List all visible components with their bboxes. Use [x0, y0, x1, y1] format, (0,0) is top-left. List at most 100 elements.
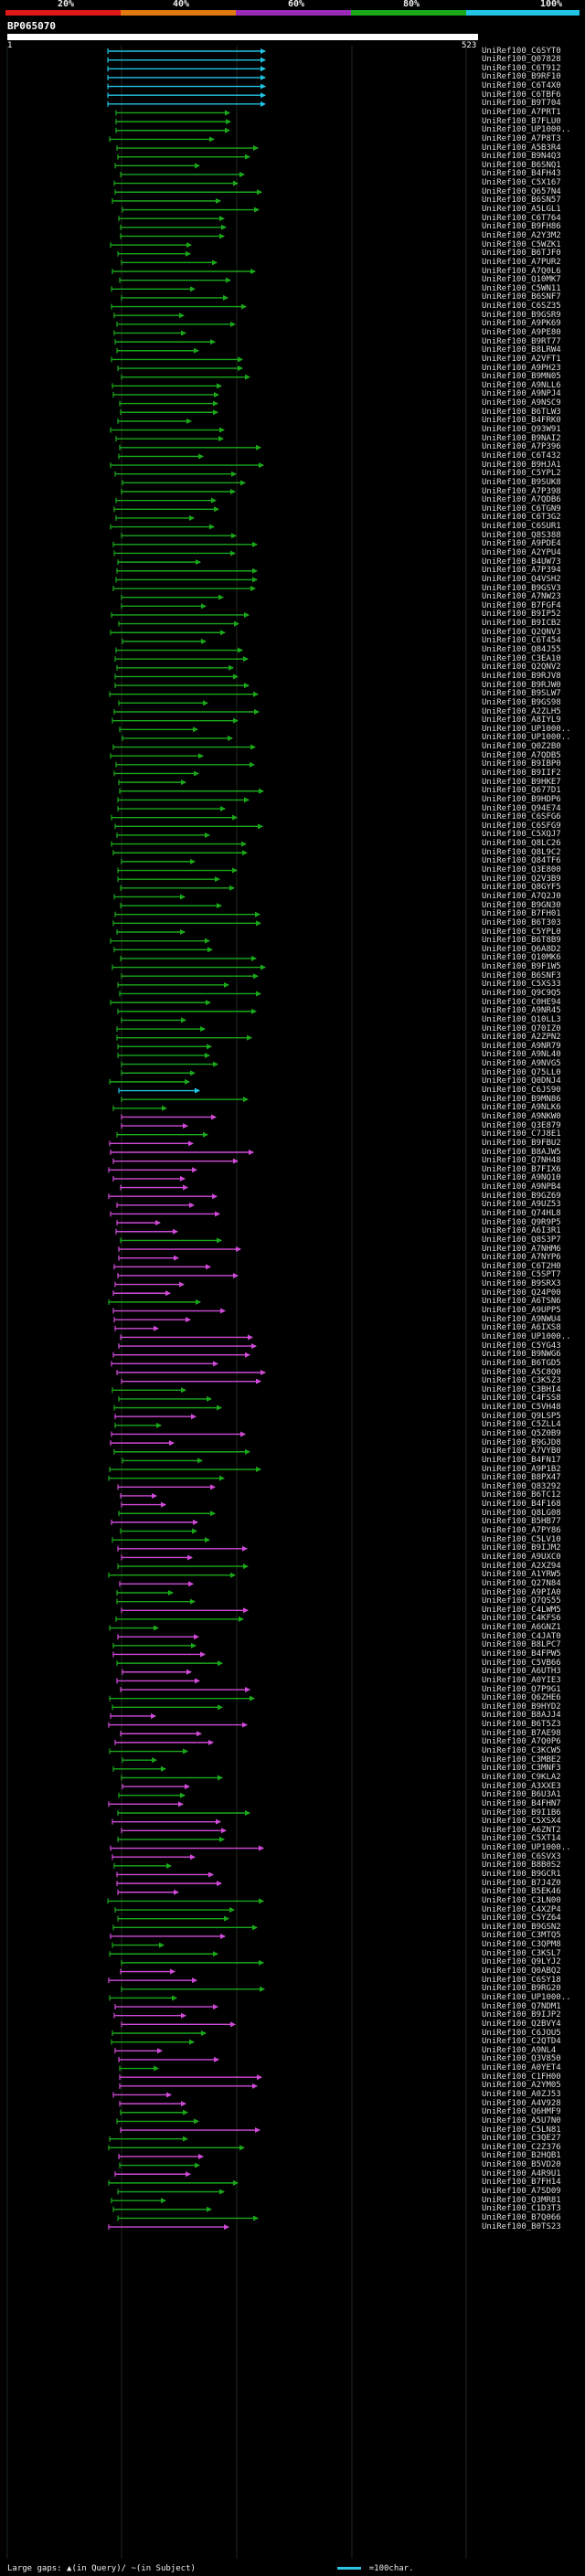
- alignment-hit-bar[interactable]: [116, 929, 186, 935]
- hit-label[interactable]: UniRef100_C4JAT0: [482, 1631, 561, 1641]
- alignment-hit-bar[interactable]: [110, 1000, 211, 1006]
- alignment-hit-bar[interactable]: [117, 1915, 229, 1922]
- alignment-hit-bar[interactable]: [112, 1942, 165, 1948]
- alignment-hit-bar[interactable]: [112, 197, 221, 204]
- alignment-hit-bar[interactable]: [120, 224, 227, 230]
- hit-label[interactable]: UniRef100_C3QPM8: [482, 1940, 561, 1950]
- hit-label[interactable]: UniRef100_B9FBU2: [482, 1138, 561, 1148]
- hit-label[interactable]: UniRef100_A6GNZ1: [482, 1623, 561, 1633]
- alignment-hit-bar[interactable]: [107, 83, 266, 90]
- alignment-hit-bar[interactable]: [121, 1607, 249, 1614]
- alignment-hit-bar[interactable]: [111, 1431, 246, 1437]
- hit-label[interactable]: UniRef100_B6TJF0: [482, 249, 561, 259]
- hit-label[interactable]: UniRef100_Q10LL3: [482, 1014, 561, 1024]
- hit-label[interactable]: UniRef100_A6ZNT2: [482, 1825, 561, 1835]
- hit-label[interactable]: UniRef100_B9RJW0: [482, 680, 561, 690]
- hit-label[interactable]: UniRef100_B6T8B9: [482, 936, 561, 946]
- alignment-hit-bar[interactable]: [118, 620, 239, 627]
- hit-label[interactable]: UniRef100_B6SN57: [482, 196, 561, 206]
- alignment-hit-bar[interactable]: [107, 48, 266, 54]
- hit-label[interactable]: UniRef100_Q657N4: [482, 186, 561, 196]
- hit-label[interactable]: UniRef100_C6SUR1: [482, 522, 561, 532]
- alignment-hit-bar[interactable]: [117, 1889, 179, 1895]
- alignment-hit-bar[interactable]: [111, 2198, 166, 2204]
- hit-label[interactable]: UniRef100_B9GSN2: [482, 1922, 561, 1932]
- alignment-hit-bar[interactable]: [112, 1924, 258, 1931]
- alignment-hit-bar[interactable]: [121, 858, 196, 864]
- alignment-hit-bar[interactable]: [120, 233, 225, 239]
- alignment-hit-bar[interactable]: [121, 603, 207, 610]
- hit-label[interactable]: UniRef100_A6I3R1: [482, 1226, 561, 1236]
- hit-label[interactable]: UniRef100_A9UZ53: [482, 1200, 561, 1210]
- hit-label[interactable]: UniRef100_Q3E800: [482, 865, 561, 875]
- hit-label[interactable]: UniRef100_B5VD20: [482, 2160, 561, 2170]
- hit-label[interactable]: UniRef100_B9F1W5: [482, 962, 561, 972]
- hit-label[interactable]: UniRef100_C3MNF3: [482, 1764, 561, 1774]
- hit-label[interactable]: UniRef100_A9NL40: [482, 1050, 561, 1060]
- hit-label[interactable]: UniRef100_B9I1B6: [482, 1807, 561, 1818]
- hit-label[interactable]: UniRef100_B9FH86: [482, 222, 561, 232]
- alignment-hit-bar[interactable]: [121, 1775, 223, 1781]
- alignment-hit-bar[interactable]: [113, 550, 236, 557]
- alignment-hit-bar[interactable]: [117, 418, 192, 424]
- hit-label[interactable]: UniRef100_B4UW73: [482, 557, 561, 567]
- hit-label[interactable]: UniRef100_C3LN00: [482, 1895, 561, 1905]
- hit-label[interactable]: UniRef100_B9SUK8: [482, 477, 561, 487]
- hit-label[interactable]: UniRef100_A4V928: [482, 2098, 561, 2108]
- hit-label[interactable]: UniRef100_B6TGD5: [482, 1358, 561, 1368]
- hit-label[interactable]: UniRef100_B7AE98: [482, 1728, 561, 1738]
- hit-label[interactable]: UniRef100_C6SFG6: [482, 812, 561, 822]
- hit-label[interactable]: UniRef100_Q8LG08: [482, 1508, 561, 1518]
- alignment-hit-bar[interactable]: [108, 2145, 245, 2151]
- hit-label[interactable]: UniRef100_A7NYP6: [482, 1253, 561, 1263]
- alignment-hit-bar[interactable]: [113, 1264, 211, 1270]
- hit-label[interactable]: UniRef100_C6SFG9: [482, 821, 561, 831]
- alignment-hit-bar[interactable]: [115, 436, 224, 442]
- alignment-hit-bar[interactable]: [114, 1422, 162, 1428]
- hit-label[interactable]: UniRef100_A9NLK6: [482, 1103, 561, 1113]
- hit-label[interactable]: UniRef100_Q8L9C2: [482, 847, 561, 857]
- alignment-hit-bar[interactable]: [119, 400, 218, 407]
- alignment-hit-bar[interactable]: [115, 577, 258, 583]
- hit-label[interactable]: UniRef100_A5C8Q0: [482, 1367, 561, 1377]
- alignment-hit-bar[interactable]: [120, 1184, 188, 1191]
- hit-label[interactable]: UniRef100_UP1000..: [482, 1843, 571, 1853]
- hit-label[interactable]: UniRef100_A0YIE3: [482, 1675, 561, 1685]
- alignment-hit-bar[interactable]: [118, 779, 186, 786]
- alignment-hit-bar[interactable]: [120, 903, 222, 909]
- hit-label[interactable]: UniRef100_Q6ZHE6: [482, 1693, 561, 1703]
- hit-label[interactable]: UniRef100_Q9LYJ2: [482, 1957, 561, 1967]
- hit-label[interactable]: UniRef100_A7Q2J0: [482, 891, 561, 901]
- alignment-hit-bar[interactable]: [122, 1458, 203, 1464]
- hit-label[interactable]: UniRef100_C6T912: [482, 63, 561, 73]
- hit-label[interactable]: UniRef100_A9NR45: [482, 1006, 561, 1016]
- alignment-hit-bar[interactable]: [114, 656, 249, 663]
- alignment-hit-bar[interactable]: [108, 1722, 248, 1728]
- hit-label[interactable]: UniRef100_Q8LC26: [482, 839, 561, 849]
- alignment-hit-bar[interactable]: [113, 894, 186, 900]
- alignment-hit-bar[interactable]: [112, 1818, 221, 1825]
- alignment-hit-bar[interactable]: [119, 2162, 200, 2168]
- hit-label[interactable]: UniRef100_B7FIX6: [482, 1164, 561, 1174]
- hit-label[interactable]: UniRef100_B8AJW5: [482, 1147, 561, 1157]
- hit-label[interactable]: UniRef100_A7P398: [482, 486, 561, 496]
- alignment-hit-bar[interactable]: [121, 1061, 218, 1067]
- hit-label[interactable]: UniRef100_Q2BVY4: [482, 2019, 561, 2029]
- hit-label[interactable]: UniRef100_UP1000..: [482, 724, 571, 734]
- hit-label[interactable]: UniRef100_B6SNF3: [482, 970, 561, 981]
- alignment-hit-bar[interactable]: [116, 1220, 161, 1226]
- alignment-hit-bar[interactable]: [121, 1114, 217, 1120]
- hit-label[interactable]: UniRef100_A7NHM6: [482, 1244, 561, 1254]
- alignment-hit-bar[interactable]: [110, 753, 204, 759]
- hit-label[interactable]: UniRef100_A2ZLH5: [482, 706, 561, 716]
- alignment-hit-bar[interactable]: [112, 541, 258, 547]
- alignment-hit-bar[interactable]: [113, 709, 260, 715]
- hit-label[interactable]: UniRef100_B4F168: [482, 1500, 561, 1510]
- alignment-hit-bar[interactable]: [116, 321, 236, 327]
- alignment-hit-bar[interactable]: [112, 2030, 207, 2036]
- alignment-hit-bar[interactable]: [121, 1828, 227, 1834]
- hit-label[interactable]: UniRef100_A5U7N0: [482, 2115, 561, 2125]
- alignment-hit-bar[interactable]: [119, 2065, 159, 2072]
- alignment-hit-bar[interactable]: [108, 1977, 197, 1984]
- hit-label[interactable]: UniRef100_B4FH43: [482, 169, 561, 179]
